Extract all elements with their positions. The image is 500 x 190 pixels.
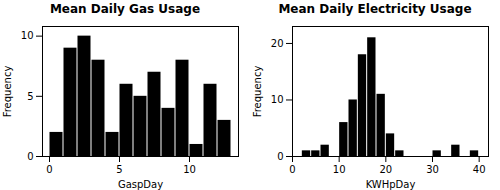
svg-text:0: 0 xyxy=(46,164,52,175)
svg-text:0: 0 xyxy=(289,164,295,175)
svg-text:GaspDay: GaspDay xyxy=(118,179,163,190)
svg-text:10: 10 xyxy=(21,30,34,41)
svg-text:10: 10 xyxy=(333,164,346,175)
svg-text:KWHpDay: KWHpDay xyxy=(366,179,416,190)
svg-text:Frequency: Frequency xyxy=(252,66,263,118)
svg-text:20: 20 xyxy=(379,164,392,175)
svg-text:Frequency: Frequency xyxy=(2,66,13,118)
svg-text:40: 40 xyxy=(473,164,486,175)
svg-text:10: 10 xyxy=(271,94,284,105)
svg-text:5: 5 xyxy=(116,164,122,175)
svg-text:20: 20 xyxy=(271,38,284,49)
html-text:Mean Daily Electricity Usage: Mean Daily Electricity Usage xyxy=(278,2,472,16)
svg-text:0: 0 xyxy=(27,151,33,162)
html-text:Mean Daily Gas Usage: Mean Daily Gas Usage xyxy=(49,2,201,16)
svg-text:0: 0 xyxy=(277,151,283,162)
svg-text:5: 5 xyxy=(27,91,33,102)
svg-text:10: 10 xyxy=(183,164,196,175)
svg-text:30: 30 xyxy=(426,164,439,175)
